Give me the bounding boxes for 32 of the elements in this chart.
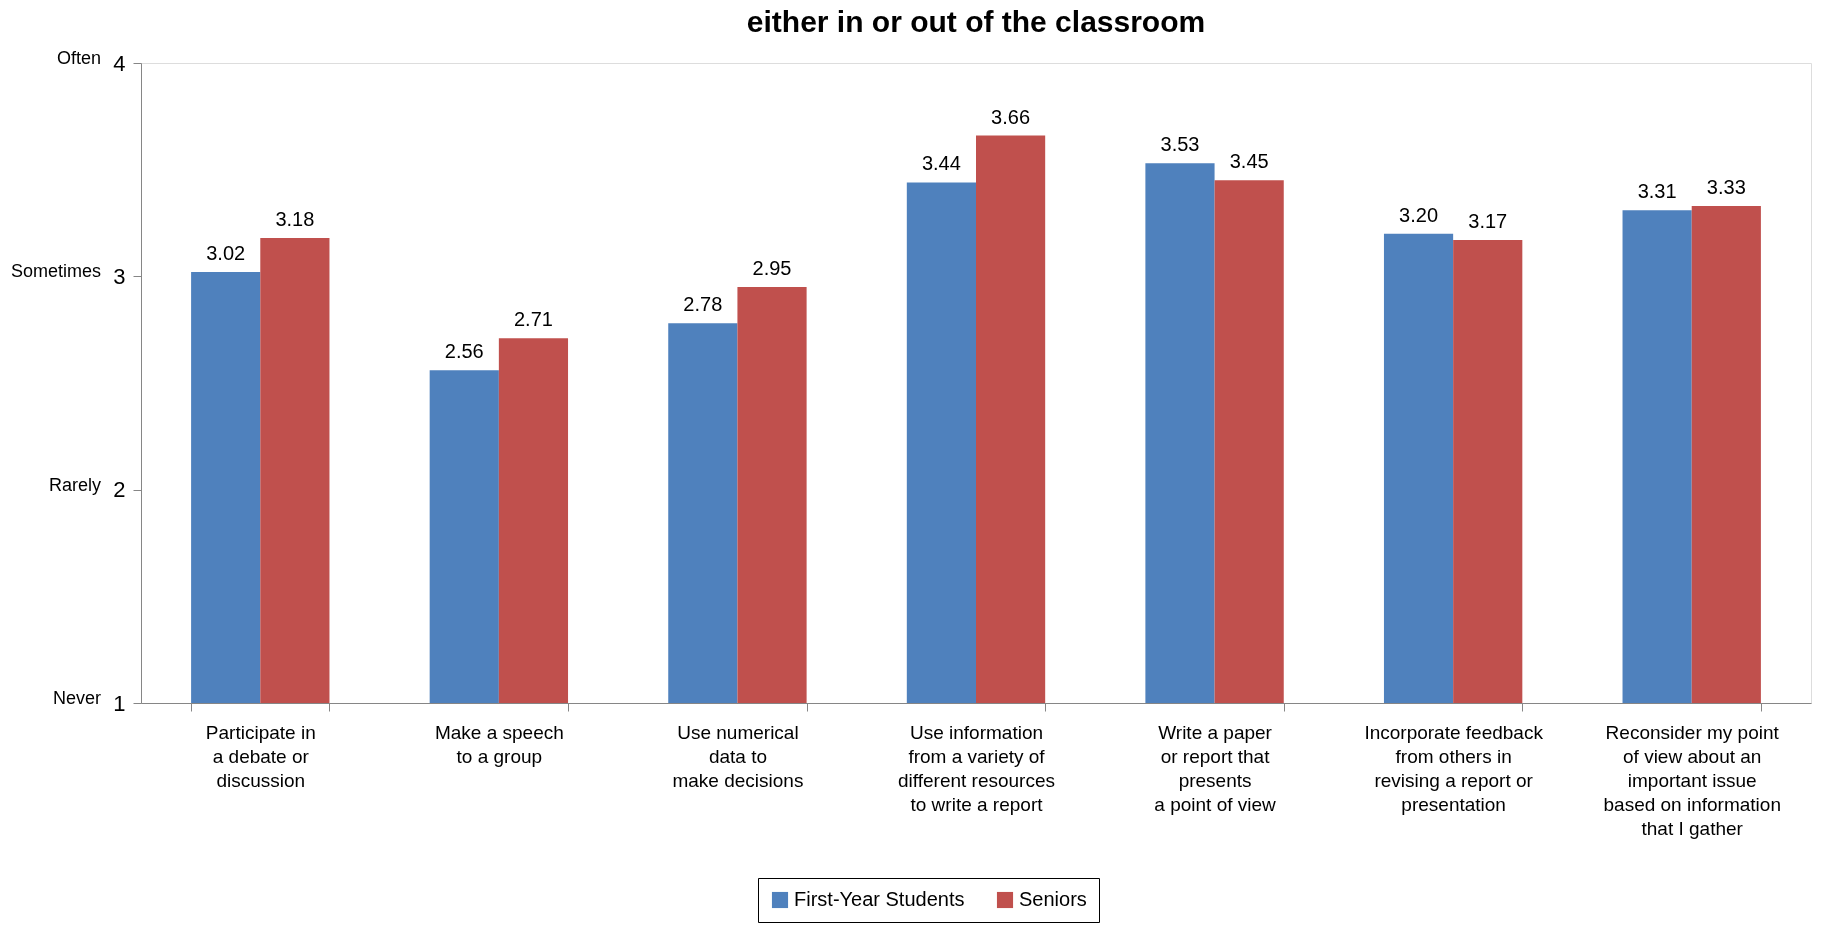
y-tick-label: 2 — [113, 477, 126, 503]
x-tick-label: Use information from a variety of different resources to write a report — [897, 721, 1056, 815]
y-tick-label: 3 — [113, 263, 126, 289]
data-label: 3.20 — [1399, 203, 1439, 226]
data-label: 2.95 — [752, 257, 792, 279]
text: Rarely — [48, 474, 101, 495]
data-label: 3.18 — [275, 207, 315, 230]
data-label: 2.56 — [444, 340, 484, 363]
x-tick-label: Participate in a debate or discussion — [205, 721, 316, 791]
chart-title: either in or out of the classroom — [746, 5, 1206, 38]
data-label: 3.45 — [1229, 150, 1269, 173]
data-label: 3.02 — [206, 242, 246, 265]
legend-label: First-Year Students — [794, 888, 965, 910]
y-tick-label: 4 — [113, 50, 126, 76]
data-label: 3.33 — [1706, 175, 1746, 198]
text: Sometimes — [10, 261, 101, 282]
data-label: 2.78 — [683, 293, 723, 316]
data-label: 2.71 — [513, 308, 553, 331]
text: Often — [56, 48, 101, 68]
legend-label: Seniors — [1019, 888, 1087, 910]
data-label: 3.44 — [921, 152, 961, 175]
y-tick-label: 1 — [113, 690, 126, 716]
x-tick-label: Make a speech to a group — [434, 721, 564, 767]
x-tick-label: Reconsider my point of view about an important issue based on information that I gather — [1603, 721, 1781, 839]
x-tick-label: Write a paper or report that presents a point of view — [1154, 721, 1277, 815]
x-tick-label: Incorporate feedback from others in revising a report or presentation — [1364, 721, 1544, 815]
data-label: 3.31 — [1637, 180, 1677, 203]
data-label: 3.53 — [1160, 133, 1200, 156]
data-label: 3.17 — [1468, 210, 1508, 233]
data-label: 3.66 — [991, 105, 1031, 128]
text: Never — [52, 688, 101, 708]
x-tick-label: Use numerical data to make decisions — [672, 721, 804, 791]
